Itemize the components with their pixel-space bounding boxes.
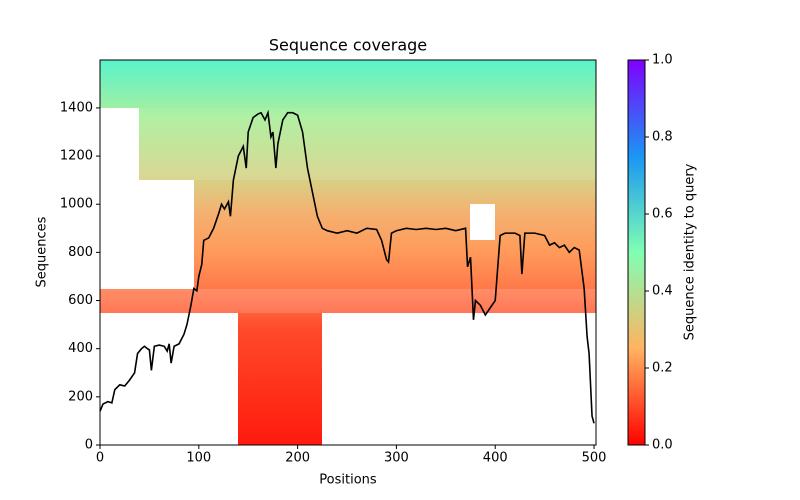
x-tick-label: 200 — [285, 451, 310, 466]
colorbar-frame — [627, 59, 646, 446]
x-axis-label: Positions — [319, 473, 377, 488]
x-tick-label: 500 — [582, 451, 607, 466]
y-tick-label: 1200 — [60, 149, 93, 164]
chart-title: Sequence coverage — [269, 36, 427, 55]
y-tick-label: 1000 — [60, 197, 93, 212]
y-tick-label: 200 — [68, 389, 93, 404]
x-tick-label: 0 — [96, 451, 104, 466]
colorbar-tick-label: 0.8 — [652, 130, 673, 145]
colorbar-label: Sequence identity to query — [683, 163, 698, 340]
y-tick-label: 1400 — [60, 100, 93, 115]
y-tick-label: 800 — [68, 245, 93, 260]
y-tick-label: 400 — [68, 341, 93, 356]
colorbar-tick-label: 0.6 — [652, 207, 673, 222]
colorbar — [628, 60, 645, 445]
colorbar-tick-label: 0.2 — [652, 361, 673, 376]
colorbar-tick-label: 1.0 — [652, 53, 673, 68]
colorbar-tick-label: 0.4 — [652, 284, 673, 299]
y-tick-label: 600 — [68, 293, 93, 308]
coverage-line — [99, 109, 595, 424]
y-tick-label: 0 — [85, 438, 93, 453]
x-tick-label: 300 — [384, 451, 409, 466]
x-tick-label: 100 — [186, 451, 211, 466]
x-tick-label: 400 — [483, 451, 508, 466]
y-axis-label: Sequences — [35, 216, 50, 287]
colorbar-tick-label: 0.0 — [652, 438, 673, 453]
coverage-heatmap — [100, 60, 596, 445]
